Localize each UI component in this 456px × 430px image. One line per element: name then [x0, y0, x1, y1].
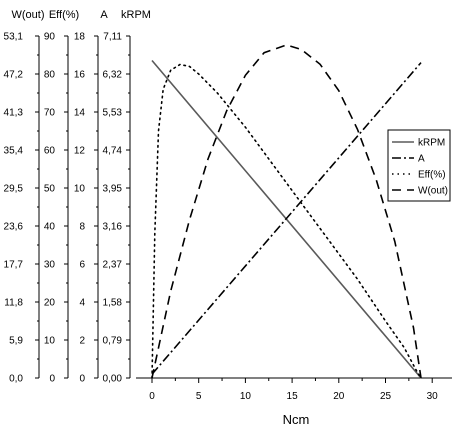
y-tick-label: 0,00 — [103, 374, 123, 385]
y-tick-label: 1,58 — [103, 298, 123, 309]
legend-label: Eff(%) — [418, 170, 446, 181]
legend: kRPM A Eff(%) W(out) — [387, 129, 451, 202]
y-tick-label: 23,6 — [4, 222, 24, 233]
axes-group: 0,0 5,9 11,8 17,7 23,6 29,5 35,4 41,3 47,2 53,1 W(… — [4, 9, 452, 402]
y-tick-label: 41,3 — [4, 108, 24, 119]
y-tick-label: 5,9 — [9, 336, 23, 347]
y-tick-label: 3,95 — [103, 184, 123, 195]
y-tick-label: 0 — [79, 374, 85, 385]
y-tick-label: 0,79 — [103, 336, 123, 347]
series-a-line — [151, 62, 422, 375]
x-axis-label: Ncm — [283, 412, 310, 427]
y-tick-label: 4,74 — [103, 146, 123, 157]
y-tick-label: 20 — [44, 298, 56, 309]
y-tick-label: 7,11 — [103, 32, 122, 43]
y-tick-label: 35,4 — [4, 146, 24, 157]
y-axis-title-3: kRPM — [121, 9, 151, 21]
y-tick-label: 30 — [44, 260, 56, 271]
x-tick-label: 20 — [333, 391, 345, 402]
series-wout-line — [151, 44, 422, 379]
x-tick-label: 10 — [240, 391, 252, 402]
y-tick-label: 18 — [74, 32, 86, 43]
legend-label: A — [418, 154, 425, 165]
y-tick-label: 60 — [44, 146, 56, 157]
y-tick-label: 53,1 — [4, 32, 24, 43]
y-tick-label: 0,0 — [9, 374, 23, 385]
y-tick-label: 4 — [79, 298, 85, 309]
series-group — [151, 44, 422, 379]
x-tick-label: 0 — [149, 391, 155, 402]
y-tick-label: 70 — [44, 108, 56, 119]
y-axis-title-0: W(out) — [12, 9, 45, 21]
y-tick-label: 10 — [74, 184, 86, 195]
series-eff-line — [151, 63, 422, 379]
y-tick-label: 6 — [79, 260, 85, 271]
legend-label: kRPM — [418, 138, 445, 149]
y-tick-label: 3,16 — [103, 222, 123, 233]
y-axis-title-1: Eff(%) — [49, 9, 79, 21]
y-tick-label: 40 — [44, 222, 56, 233]
y-tick-label: 80 — [44, 70, 56, 81]
y-axis-title-2: A — [100, 9, 108, 21]
y-tick-label: 6,32 — [103, 70, 123, 81]
legend-label: W(out) — [418, 186, 448, 197]
y-tick-label: 11,8 — [4, 298, 23, 309]
x-tick-label: 5 — [196, 391, 202, 402]
x-tick-label: 30 — [427, 391, 439, 402]
y-tick-label: 14 — [74, 108, 86, 119]
x-tick-label: 25 — [380, 391, 392, 402]
y-tick-label: 12 — [74, 146, 86, 157]
y-tick-label: 0 — [49, 374, 55, 385]
y-tick-label: 17,7 — [4, 260, 24, 271]
y-tick-label: 10 — [44, 336, 56, 347]
y-tick-label: 8 — [79, 222, 85, 233]
y-tick-label: 47,2 — [4, 70, 24, 81]
y-tick-label: 5,53 — [103, 108, 123, 119]
y-tick-label: 2,37 — [103, 260, 123, 271]
y-tick-label: 90 — [44, 32, 56, 43]
y-tick-label: 50 — [44, 184, 56, 195]
y-tick-label: 29,5 — [4, 184, 24, 195]
x-tick-label: 15 — [287, 391, 299, 402]
y-tick-label: 16 — [74, 70, 86, 81]
y-tick-label: 2 — [79, 336, 85, 347]
